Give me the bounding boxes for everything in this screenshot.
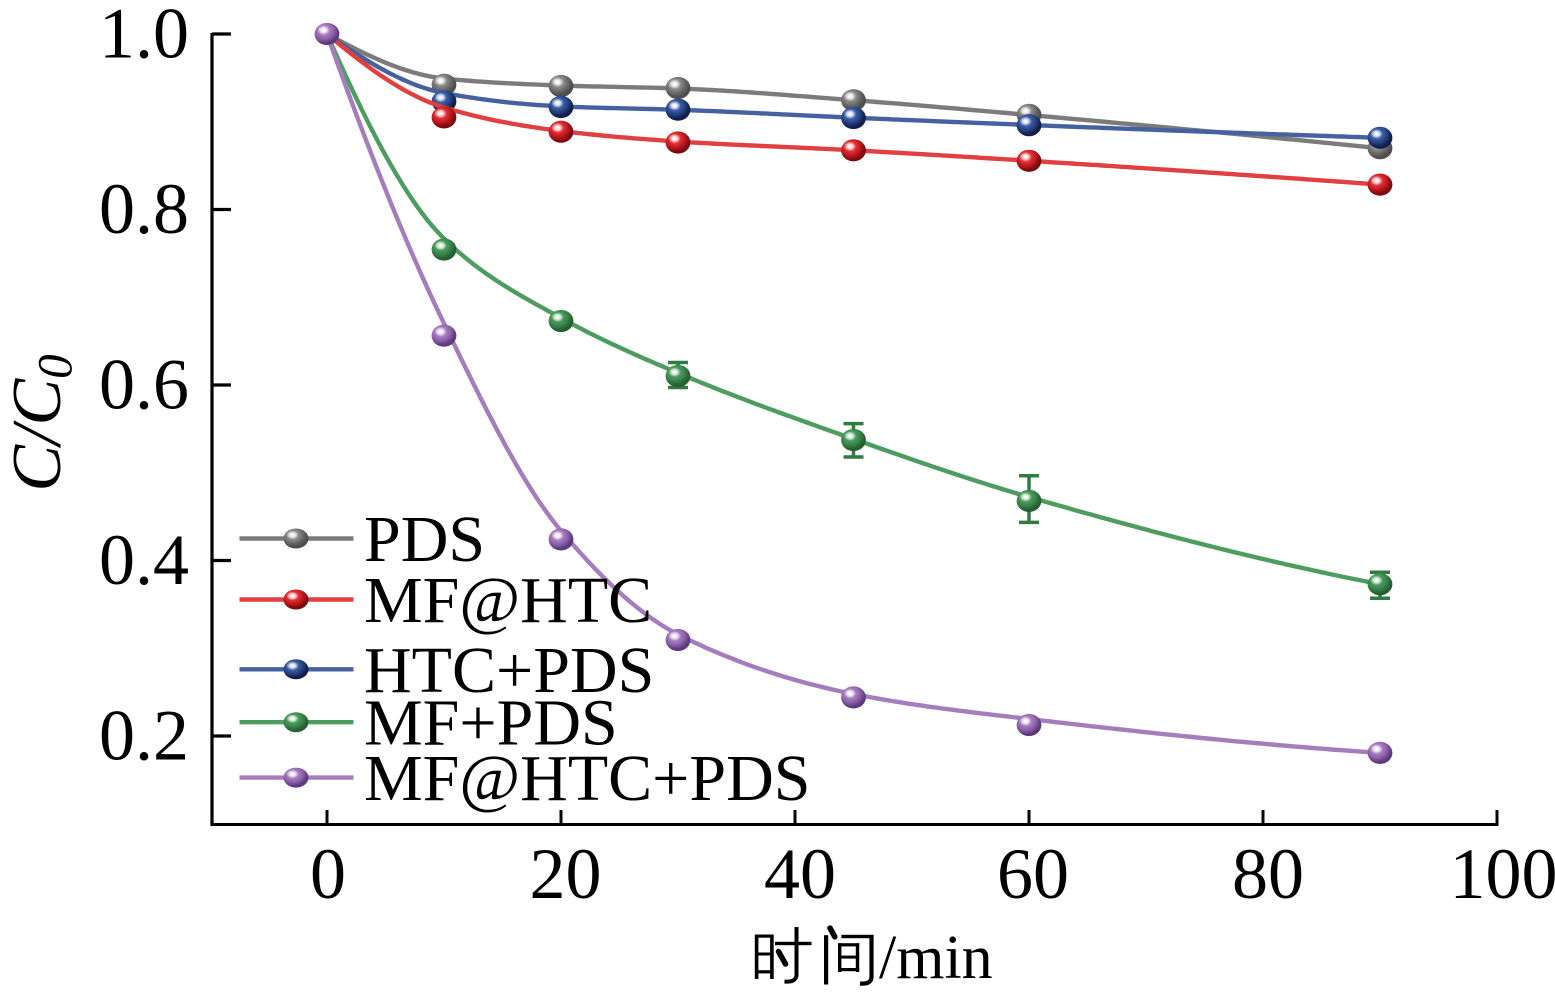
svg-text:60: 60 <box>997 834 1069 914</box>
svg-text:100: 100 <box>1450 834 1555 914</box>
svg-text:80: 80 <box>1232 834 1304 914</box>
svg-text:MF@HTC+PDS: MF@HTC+PDS <box>364 742 810 815</box>
svg-text:0.4: 0.4 <box>99 520 189 600</box>
svg-text:1.0: 1.0 <box>99 0 189 74</box>
svg-text:0.8: 0.8 <box>99 169 189 249</box>
svg-text:20: 20 <box>530 834 602 914</box>
svg-text:MF@HTC: MF@HTC <box>364 564 652 637</box>
svg-text:0.2: 0.2 <box>99 696 189 776</box>
svg-text:0.6: 0.6 <box>99 345 189 425</box>
svg-text:0: 0 <box>310 834 346 914</box>
svg-text:/min: /min <box>879 924 993 992</box>
svg-text:40: 40 <box>764 834 836 914</box>
svg-text:C/C0: C/C0 <box>0 354 82 491</box>
